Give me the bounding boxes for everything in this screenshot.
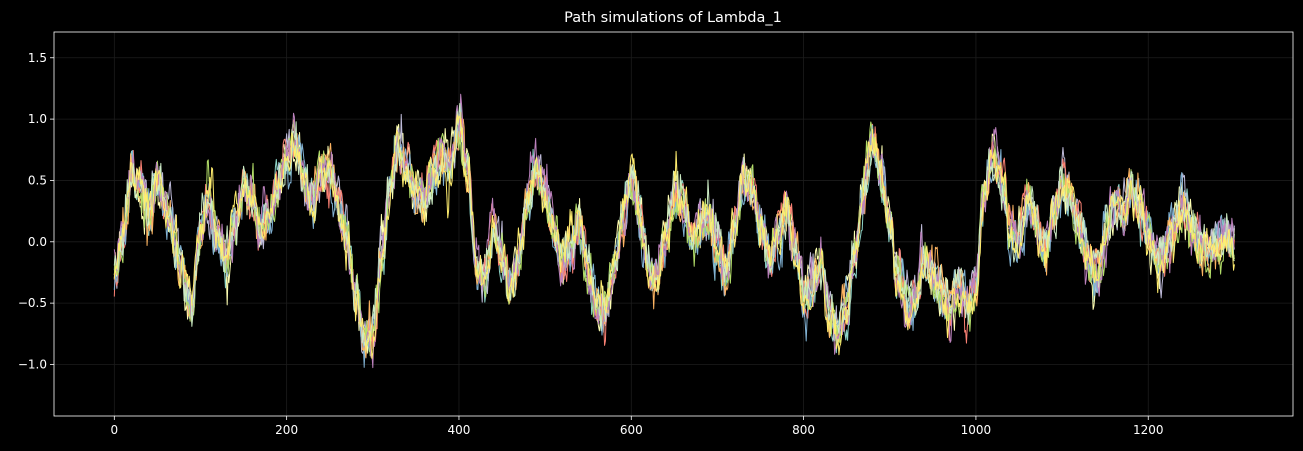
chart-title: Path simulations of Lambda_1 [564,10,782,26]
x-tick-label: 200 [275,423,298,437]
x-tick-label: 1000 [961,423,992,437]
axis-ticks: 0 200 400 600 800 1000 1200 −1.0 −0.5 0.0 0.5 1.0 1.… [18,51,1164,437]
x-tick-label: 0 [110,423,118,437]
y-tick-label: 0.0 [28,235,47,249]
y-tick-label: 0.5 [28,173,47,187]
y-tick-label: 1.0 [28,112,47,126]
y-tick-label: 1.5 [28,51,47,65]
y-tick-label: −0.5 [18,296,47,310]
series-group [113,93,1235,369]
simulation-path-10 [113,114,1235,360]
plot-frame [53,31,1294,417]
x-tick-label: 600 [620,423,643,437]
x-tick-label: 800 [792,423,815,437]
y-tick-label: −1.0 [18,357,47,371]
x-tick-label: 1200 [1133,423,1164,437]
x-tick-label: 400 [448,423,471,437]
